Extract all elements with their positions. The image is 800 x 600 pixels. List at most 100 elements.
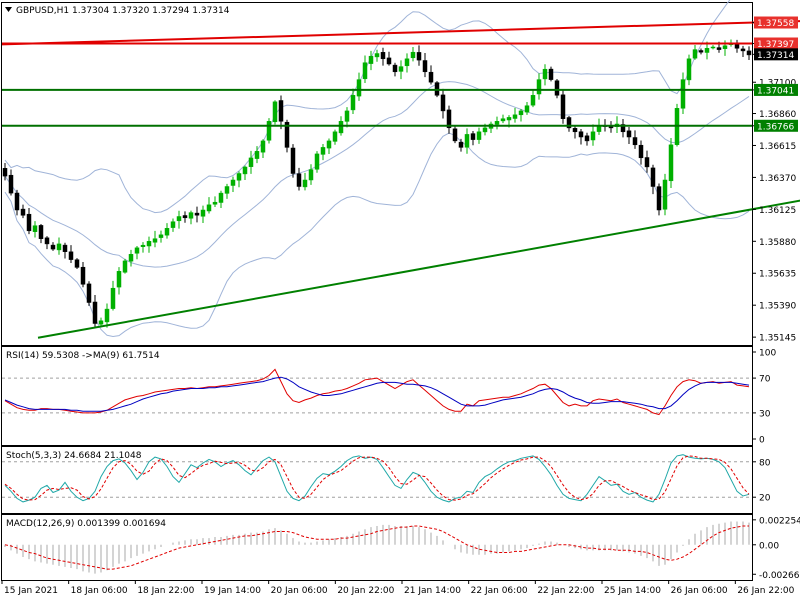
x-tick-label: 25 Jan 14:00: [604, 586, 661, 596]
candle-body: [710, 46, 716, 49]
candle-body: [74, 259, 80, 268]
candle-body: [692, 49, 698, 59]
candle-body: [326, 140, 332, 149]
candle-body: [686, 58, 692, 81]
candle-body: [314, 153, 320, 170]
bollinger-lower: [4, 132, 750, 338]
x-tick-label: 22 Jan 06:00: [471, 586, 528, 596]
candle-body: [458, 141, 464, 148]
candle-body: [242, 166, 248, 175]
price-tick-label: 1.36370: [759, 174, 796, 184]
price-tick-label: 1.37100: [759, 79, 796, 89]
candle-body: [518, 110, 524, 116]
candle-body: [32, 225, 38, 232]
x-tick-label: 22 Jan 22:00: [537, 586, 594, 596]
candle-body: [188, 212, 194, 219]
candle-body: [362, 62, 368, 80]
candle-body: [698, 50, 704, 53]
candle-body: [704, 48, 710, 53]
candle-body: [464, 134, 470, 148]
candle-body: [116, 271, 122, 288]
candle-body: [404, 58, 410, 67]
price-tick-label: 1.35880: [759, 238, 796, 248]
candle-body: [716, 47, 722, 50]
candle-body: [134, 247, 140, 254]
price-tick-label: 1.36860: [759, 110, 796, 120]
candle-body: [14, 192, 20, 211]
rsi-line: [4, 368, 750, 416]
candle-body: [620, 124, 626, 133]
candle-body: [128, 254, 134, 262]
candle-body: [278, 100, 284, 122]
candle-body: [182, 215, 188, 219]
x-tick-label: 18 Jan 22:00: [137, 586, 194, 596]
candle-body: [638, 144, 644, 159]
price-highlight-box: [754, 16, 798, 29]
candle-body: [20, 208, 26, 216]
candle-body: [530, 95, 536, 106]
candle-body: [476, 131, 482, 140]
stoch-title: Stoch(5,3,3) 24.6684 21.1048: [6, 451, 142, 461]
rsi-ma-line: [4, 376, 750, 412]
candle-body: [152, 238, 158, 243]
stoch-k-line: [4, 454, 750, 503]
candle-body: [542, 68, 548, 80]
candle-body: [554, 80, 560, 96]
candle-body: [254, 151, 260, 159]
price-label-highlight: 1.37041: [757, 86, 794, 96]
candle-body: [632, 137, 638, 146]
x-tick-label: 26 Jan 06:00: [671, 586, 728, 596]
candle-body: [104, 308, 110, 323]
candle-body: [482, 127, 488, 133]
price-tick-label: 1.35145: [759, 334, 796, 344]
price-tick-label: 1.36125: [759, 206, 796, 216]
candle-body: [662, 179, 668, 210]
price-highlight-box: [754, 83, 798, 96]
x-tick-label: 20 Jan 06:00: [271, 586, 328, 596]
candle-body: [56, 243, 62, 251]
candle-body: [122, 260, 128, 273]
candle-body: [110, 287, 116, 309]
x-tick-label: 21 Jan 14:00: [404, 586, 461, 596]
candle-body: [44, 237, 50, 245]
candle-body: [164, 228, 170, 236]
rsi-title: RSI(14) 59.5308 ->MA(9) 61.7514: [6, 351, 160, 361]
candle-body: [572, 128, 578, 133]
macd-signal-line: [4, 525, 749, 570]
candle-body: [494, 121, 500, 125]
candle-body: [380, 52, 386, 60]
candle-body: [440, 94, 446, 112]
candle-body: [140, 244, 146, 247]
macd-histogram-group: [4, 521, 750, 574]
candle-body: [374, 53, 380, 58]
candles-group: [2, 39, 752, 329]
candle-body: [410, 51, 416, 59]
symbol-header: GBPUSD,H1 1.37304 1.37320 1.37294 1.3731…: [16, 6, 230, 16]
candle-body: [308, 169, 314, 181]
price-label-highlight: 1.37314: [757, 51, 794, 61]
candle-body: [170, 221, 176, 228]
candle-body: [470, 133, 476, 140]
candle-body: [650, 167, 656, 187]
x-tick-label: 15 Jan 2021: [4, 586, 58, 596]
candle-body: [524, 105, 530, 113]
macd-tick-label: 0.00: [759, 541, 779, 551]
candle-body: [158, 234, 164, 238]
candle-body: [26, 213, 32, 232]
candle-body: [236, 173, 242, 181]
candle-body: [578, 131, 584, 138]
candle-body: [2, 168, 8, 177]
stoch-d-line: [4, 455, 750, 501]
candle-body: [260, 140, 266, 153]
candle-body: [50, 244, 56, 250]
candle-body: [8, 174, 14, 194]
candle-body: [212, 201, 218, 205]
candle-body: [272, 101, 278, 123]
candle-body: [332, 131, 338, 142]
candle-body: [200, 209, 206, 217]
candle-body: [548, 68, 554, 80]
candle-body: [86, 283, 92, 303]
candle-body: [290, 147, 296, 174]
